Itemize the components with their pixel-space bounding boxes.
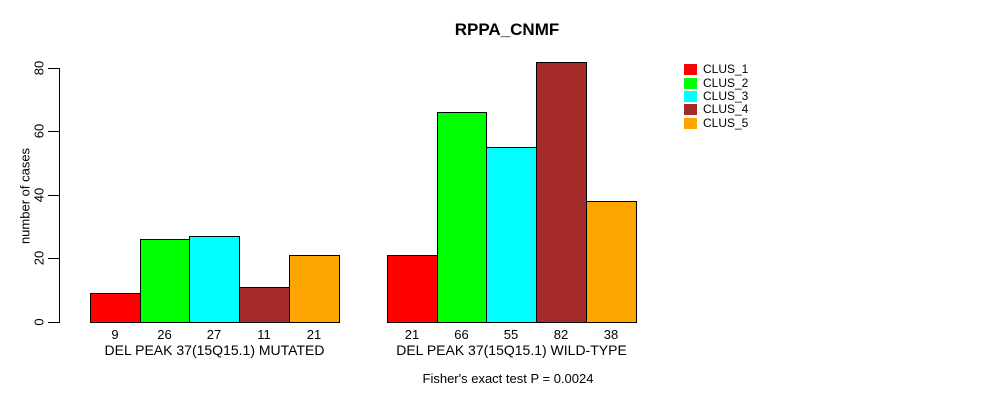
legend-label: CLUS_1 — [703, 62, 749, 77]
y-axis-tick — [48, 322, 59, 323]
bar-value-label: 26 — [157, 327, 172, 342]
bar — [586, 201, 637, 323]
bar-value-label: 82 — [553, 327, 569, 342]
bar — [486, 147, 537, 323]
y-axis-tick-label: 20 — [31, 250, 47, 266]
legend-swatch — [684, 90, 697, 102]
bar — [289, 255, 340, 323]
bar — [437, 112, 487, 323]
bar-value-label: 11 — [257, 327, 271, 342]
y-axis-tick-label: 80 — [31, 60, 47, 76]
group-label: DEL PEAK 37(15Q15.1) MUTATED — [104, 342, 325, 358]
legend-item: CLUS_3 — [684, 88, 749, 103]
chart-title: RPPA_CNMF — [454, 20, 560, 39]
bar — [239, 287, 290, 323]
legend-item: CLUS_4 — [684, 103, 748, 116]
legend-swatch — [684, 117, 697, 129]
bar — [140, 239, 190, 323]
bar-value-label: 66 — [454, 327, 469, 342]
fisher-test-note: Fisher's exact test P = 0.0024 — [422, 371, 594, 386]
legend-swatch — [684, 77, 697, 89]
bar — [387, 255, 438, 323]
y-axis-tick-label: 40 — [31, 187, 47, 203]
legend-swatch — [684, 64, 697, 76]
y-axis-tick-label: 60 — [31, 123, 47, 139]
legend-label: CLUS_2 — [703, 75, 749, 90]
bar — [90, 293, 141, 323]
bar-value-label: 9 — [111, 327, 119, 342]
y-axis-tick — [48, 195, 59, 196]
legend-swatch — [684, 104, 697, 116]
bar-value-label: 38 — [603, 327, 619, 342]
legend-label: CLUS_3 — [703, 88, 749, 103]
legend-item: CLUS_2 — [684, 76, 748, 89]
legend-item: CLUS_5 — [684, 115, 749, 130]
y-axis-line — [59, 68, 60, 323]
bar — [189, 236, 240, 323]
y-axis-tick — [48, 68, 59, 69]
group-label: DEL PEAK 37(15Q15.1) WILD-TYPE — [396, 342, 627, 358]
y-axis-tick — [48, 131, 59, 132]
bar-value-label: 27 — [206, 327, 222, 342]
bar — [536, 62, 587, 323]
legend-item: CLUS_1 — [684, 63, 748, 76]
legend: CLUS_1 CLUS_2 CLUS_3 CLUS_4 CLUS_5 — [684, 63, 748, 130]
bar-value-label: 55 — [503, 327, 519, 342]
y-axis-tick-label: 0 — [31, 318, 47, 326]
y-axis-tick — [48, 258, 59, 259]
bar-value-label: 21 — [306, 327, 322, 342]
legend-label: CLUS_5 — [703, 115, 749, 130]
legend-label: CLUS_4 — [703, 102, 749, 117]
bar-value-label: 21 — [404, 327, 420, 342]
